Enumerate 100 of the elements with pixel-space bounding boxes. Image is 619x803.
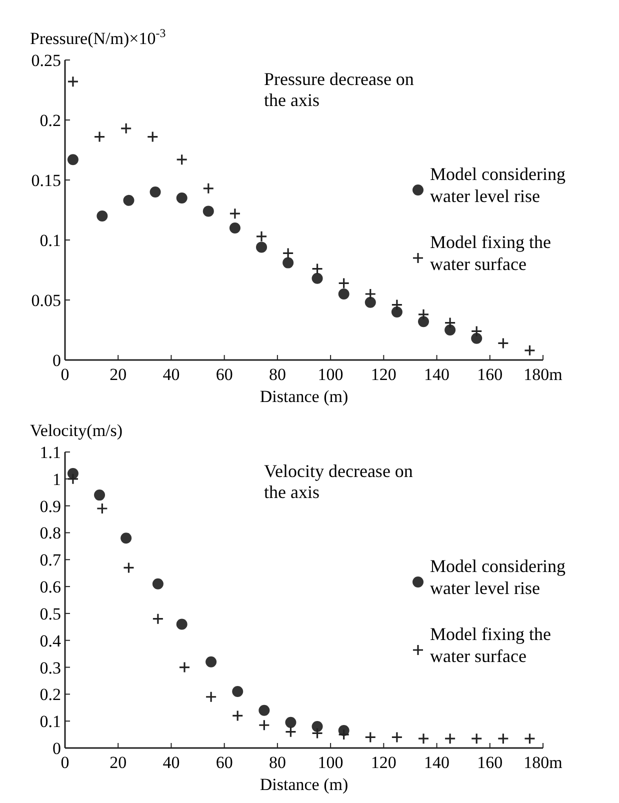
point [285,716,296,728]
point [202,206,214,217]
y-tick-label: 0.8 [40,524,61,543]
point [418,732,430,744]
x-tick-label: 180m [524,753,562,772]
point [67,76,79,88]
point [284,726,297,738]
x-tick-label: 60 [216,365,233,384]
point [364,296,376,308]
point [229,208,241,220]
point [258,704,270,716]
point [444,324,456,336]
y-tick-label: 1 [52,470,61,489]
x-tick-label: 100 [318,365,344,384]
point [152,578,164,590]
point [391,299,403,311]
x-tick-label: 40 [162,753,180,772]
point [312,720,323,732]
y-tick-label: 0.15 [31,171,61,190]
point [338,288,350,300]
y-tick-label: 0.3 [40,658,61,678]
y-tick-label: 0.25 [31,51,61,70]
x-tick-label: 120 [370,753,396,772]
point [176,618,188,630]
point [258,719,270,731]
legend-label: Model considering water level rise [430,556,566,598]
y-tick-label: 1.1 [40,443,61,462]
point [256,242,268,253]
point [176,192,188,204]
x-tick-label: 160 [477,365,503,384]
point [205,691,217,703]
point [67,473,79,485]
point [176,154,188,166]
point [470,325,482,337]
point [94,131,106,143]
point [364,288,376,300]
y-tick-label: 0.2 [40,111,61,130]
legend-label: Model considering water level rise [430,164,566,206]
point [444,317,456,329]
x-tick-label: 140 [424,753,450,772]
y-axis-title: Pressure(N/m)×10$^{-3}$ [30,26,166,48]
point [120,532,132,544]
point [311,727,324,739]
point [282,257,294,268]
y-tick-label: 0.5 [40,604,61,624]
point [312,272,323,284]
point [150,186,161,198]
y-tick-label: 0.2 [40,685,61,704]
point [311,263,324,275]
point [364,731,376,744]
x-tick-label: 80 [268,753,286,772]
point [122,562,135,574]
point [94,490,106,501]
x-tick-label: 60 [216,753,233,772]
point [120,122,132,134]
y-axis-title: Velocity(m/s) [30,421,123,440]
x-tick-label: 120 [370,365,396,384]
point [96,210,108,222]
y-tick-label: 0 [52,739,61,758]
y-tick-label: 0.4 [40,631,62,650]
x-tick-label: 160 [477,753,503,772]
x-tick-label: 140 [424,365,450,384]
point [256,230,268,242]
y-tick-label: 0.7 [40,550,62,570]
point [524,344,536,356]
point [146,131,158,143]
legend-label: Model fixing the water surface [430,232,551,274]
point [470,732,482,744]
point [96,502,108,514]
point [206,656,217,668]
x-tick-label: 100 [318,753,344,772]
y-tick-label: 0.05 [31,291,61,310]
point [282,247,294,259]
point [67,154,78,166]
x-tick-label: 40 [162,365,180,384]
point [338,277,350,289]
point [471,332,482,344]
point [418,316,429,328]
point [497,337,509,349]
annotation: Velocity decrease on the axis [264,461,413,502]
point [497,732,509,744]
point [391,731,403,744]
legend-label: Model fixing the water surface [430,624,551,666]
y-tick-label: 0.9 [40,496,61,516]
point [524,732,536,744]
annotation: Pressure decrease on the axis [264,69,414,110]
x-axis-title: Distance (m) [260,775,348,794]
point [202,182,214,194]
point [338,728,350,740]
y-tick-label: 0.1 [40,712,61,732]
point [418,308,430,320]
x-tick-label: 20 [110,753,127,772]
point [123,194,134,206]
point [391,306,402,318]
point [232,686,244,697]
x-tick-label: 80 [268,365,286,384]
y-tick-label: 0.1 [40,231,61,250]
x-tick-label: 20 [110,365,127,384]
point [444,732,456,744]
y-tick-label: 0 [52,351,61,370]
